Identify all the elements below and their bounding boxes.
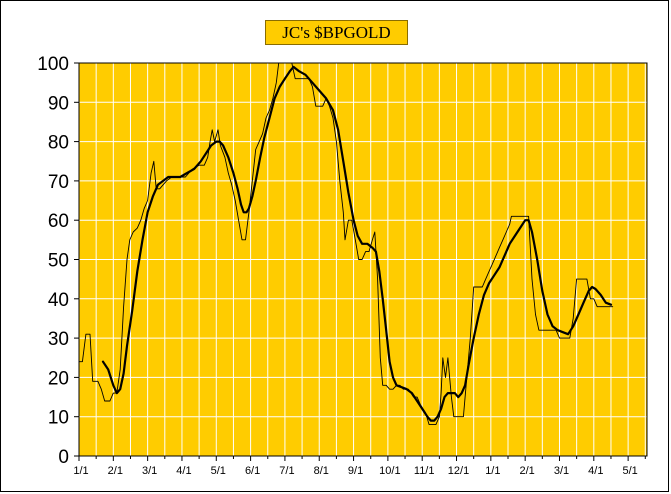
y-axis-ticks: 0 10 20 30 40 50 60 70 80 90 100: [37, 54, 79, 468]
chart-title: JC's $BPGOLD: [265, 20, 408, 45]
x-tick-label: 11/1: [414, 465, 435, 477]
x-tick-label: 4/1: [176, 465, 191, 477]
x-tick-label: 3/1: [142, 465, 157, 477]
x-tick-label: 3/1: [554, 465, 569, 477]
x-tick-label: 10/1: [379, 465, 400, 477]
plot-border: [78, 62, 648, 457]
grid-lines: [79, 63, 647, 456]
y-tick-label: 100: [37, 54, 69, 75]
y-tick-label: 10: [48, 408, 69, 429]
x-tick-label: 2/1: [520, 465, 535, 477]
x-tick-label: 7/1: [279, 465, 294, 477]
x-tick-label: 6/1: [245, 465, 260, 477]
x-tick-label: 5/1: [622, 465, 637, 477]
x-tick-label: 1/1: [73, 465, 88, 477]
x-axis-ticks: 1/1 2/1 3/1 4/1 5/1 6/1 7/1 8/1 9/1 10/1 11/1 12/1 1…: [73, 456, 646, 477]
series-line-smoothed: [101, 65, 613, 422]
y-tick-label: 80: [48, 133, 69, 154]
x-tick-label: 8/1: [314, 465, 329, 477]
x-tick-label: 4/1: [588, 465, 603, 477]
y-tick-label: 60: [48, 211, 69, 232]
y-tick-label: 90: [48, 93, 69, 114]
x-tick-label: 2/1: [108, 465, 123, 477]
series-line-raw: [78, 62, 614, 426]
y-tick-label: 0: [58, 447, 69, 468]
x-tick-label: 9/1: [348, 465, 363, 477]
y-tick-label: 40: [48, 290, 69, 311]
y-tick-label: 50: [48, 251, 69, 272]
x-tick-label: 1/1: [485, 465, 500, 477]
x-tick-label: 5/1: [211, 465, 226, 477]
x-tick-label: 12/1: [448, 465, 469, 477]
y-tick-label: 70: [48, 172, 69, 193]
series-group: [78, 62, 614, 426]
y-tick-label: 30: [48, 329, 69, 350]
y-tick-label: 20: [48, 368, 69, 389]
